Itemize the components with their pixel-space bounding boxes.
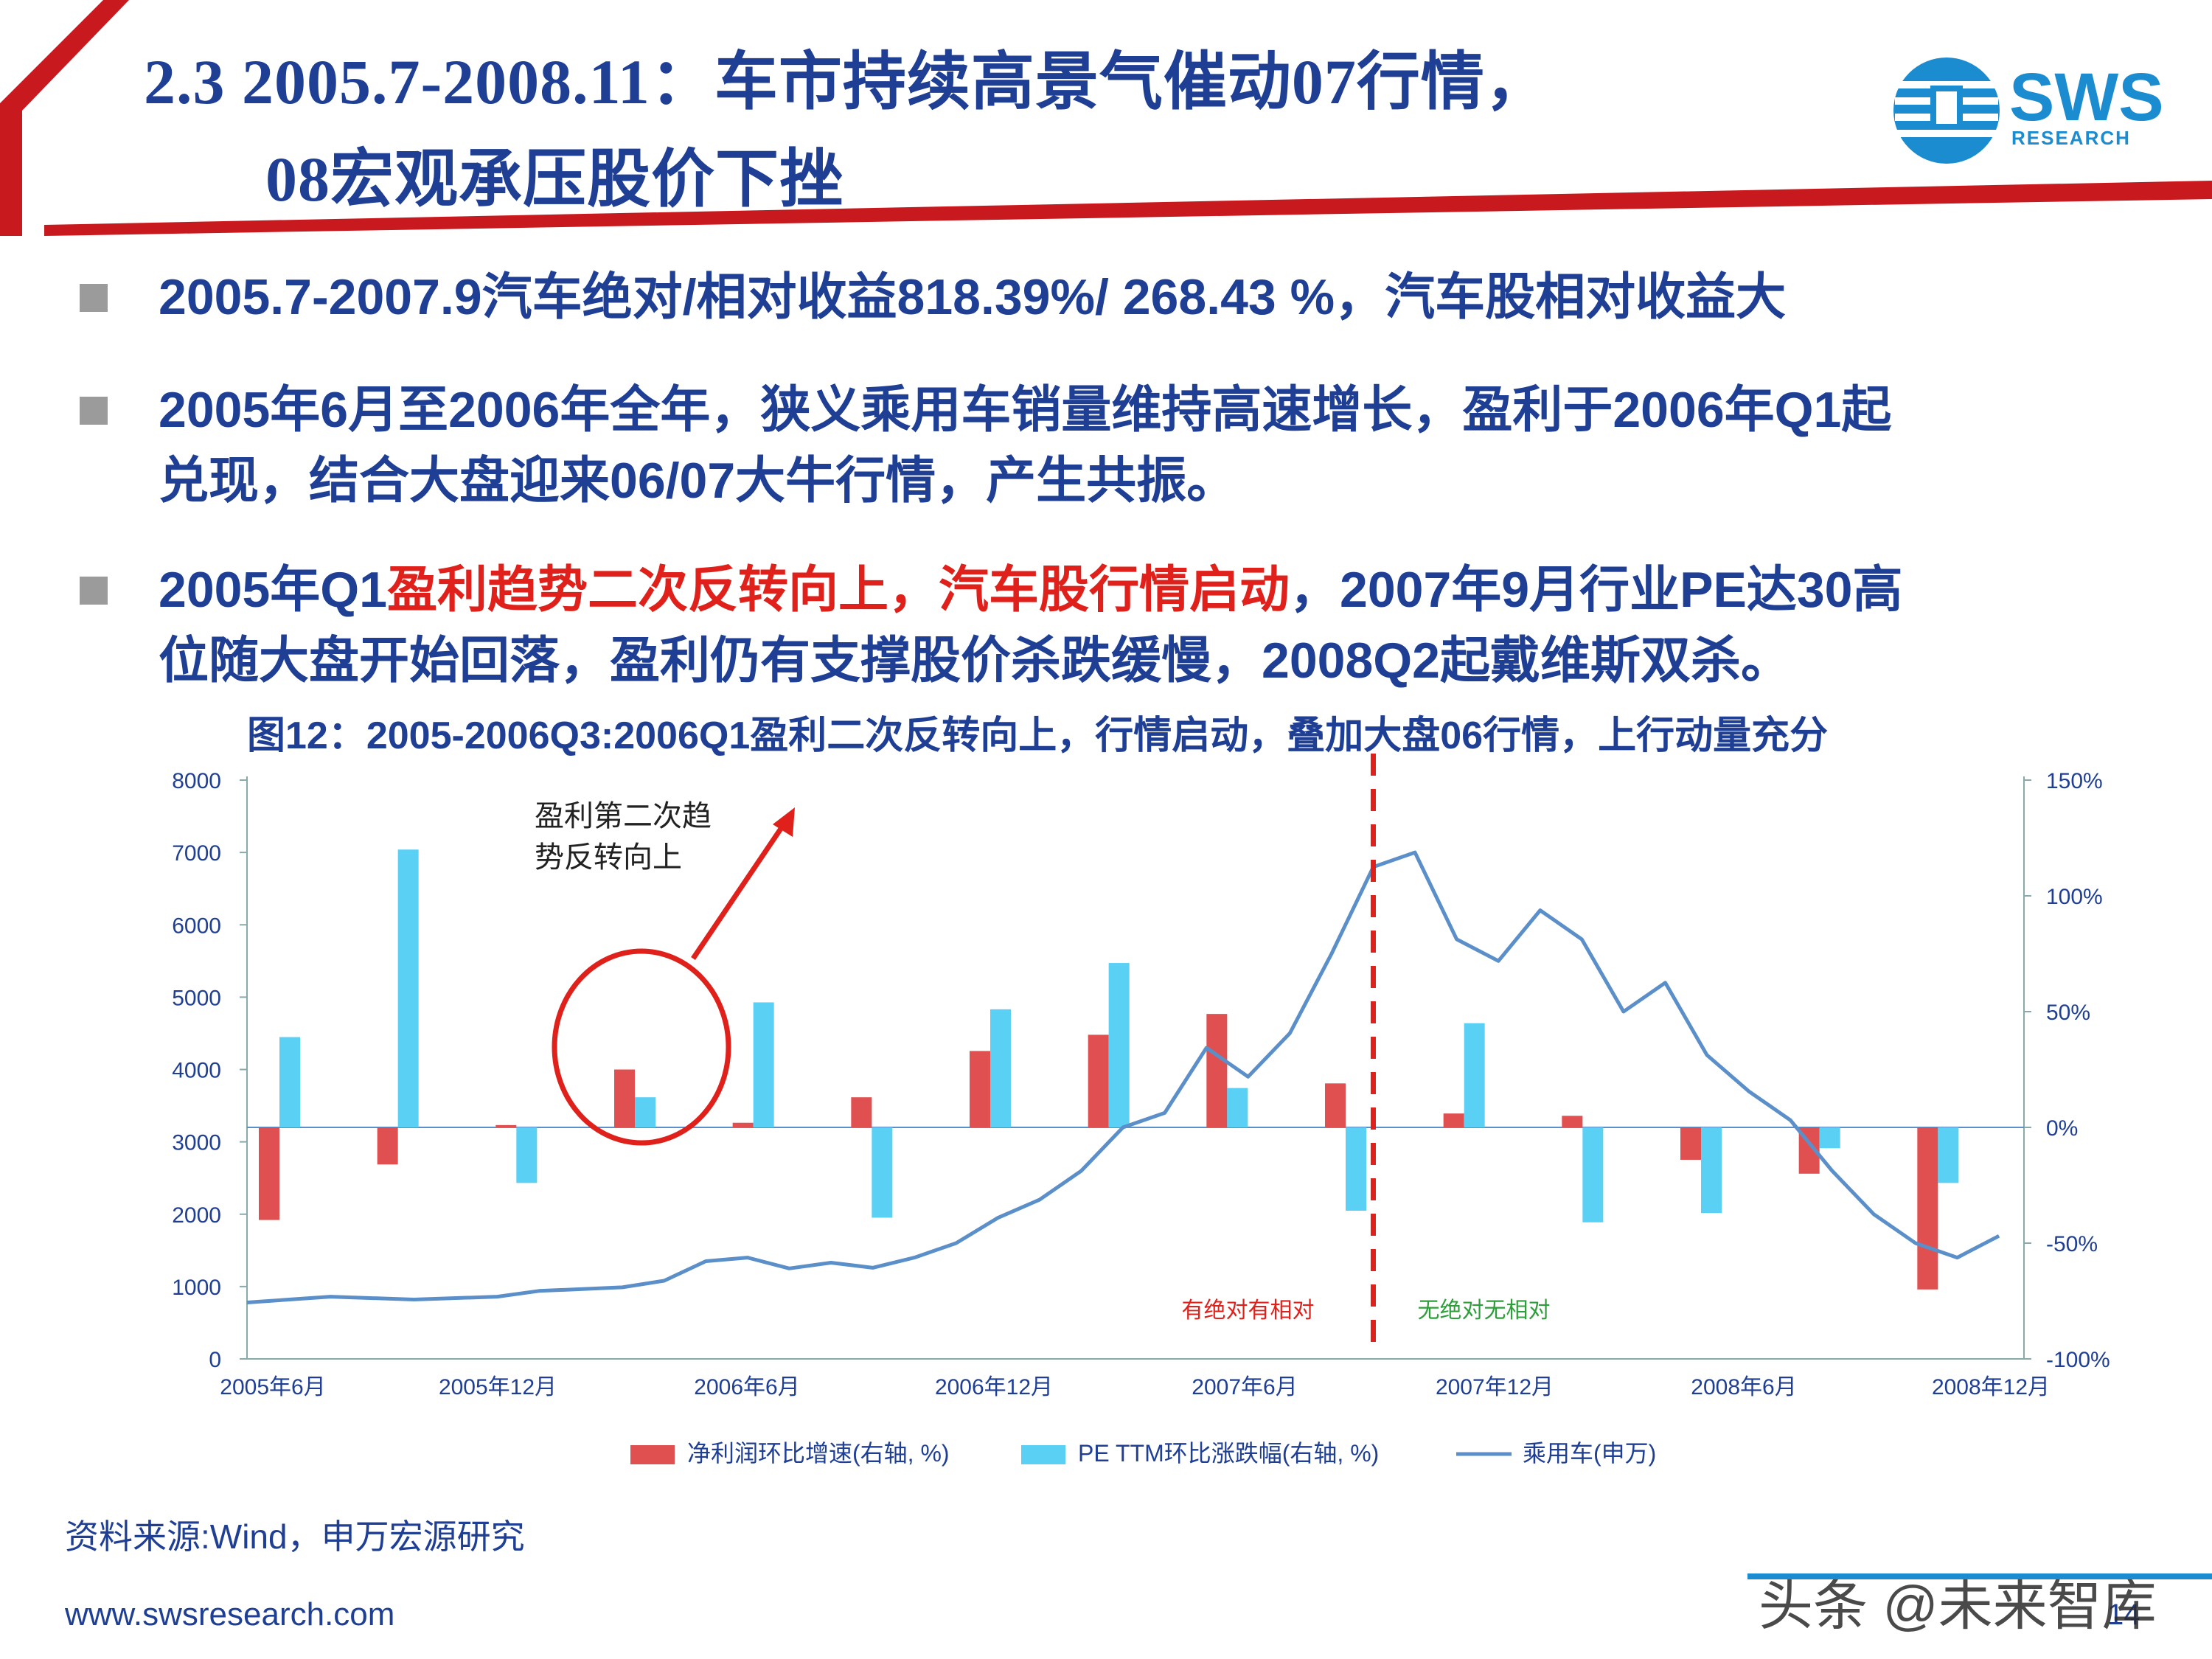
- bullet-2-line1: 2005年6月至2006年全年，狭义乘用车销量维持高速增长，盈利于2006年Q1…: [159, 382, 1892, 438]
- bar-net-profit-2007Q3: [1325, 1083, 1346, 1127]
- bullet-3-post: ，2007年9月行业PE达30高: [1290, 562, 1903, 618]
- bar-net-profit-2006Q1: [614, 1069, 635, 1127]
- bar-net-profit-2008Q1: [1562, 1116, 1583, 1127]
- bullet-2: 2005年6月至2006年全年，狭义乘用车销量维持高速增长，盈利于2006年Q1…: [159, 375, 2149, 516]
- legend-swatch-net-profit: [630, 1445, 675, 1464]
- bar-pe-ttm-2006Q2: [753, 1002, 774, 1127]
- left-tick-label: 3000: [172, 1131, 221, 1155]
- annotation-text: 势反转向上: [535, 841, 682, 874]
- bullet-3-pre: 2005年Q1: [159, 562, 387, 618]
- page-title-line1: 2.3 2005.7-2008.11：车市持续高景气催动07行情，: [144, 46, 1549, 117]
- right-tick-label: 50%: [2046, 1001, 2090, 1025]
- x-tick-label: 2007年6月: [1192, 1375, 1297, 1399]
- bar-net-profit-2008Q2: [1680, 1127, 1701, 1160]
- right-tick-label: 150%: [2046, 769, 2103, 793]
- footer-rule: [1747, 1573, 2212, 1579]
- bar-pe-ttm-2006Q3: [872, 1127, 893, 1218]
- legend-swatch-pe-ttm: [1021, 1445, 1065, 1464]
- bar-net-profit-2005Q3: [377, 1127, 398, 1165]
- figure-title: 图12：2005-2006Q3:2006Q1盈利二次反转向上，行情启动，叠加大盘…: [247, 714, 1829, 757]
- bullet-3-highlight: 盈利趋势二次反转向上，汽车股行情启动: [387, 562, 1290, 618]
- bar-net-profit-2006Q4: [970, 1051, 990, 1127]
- x-tick-label: 2006年6月: [694, 1375, 799, 1399]
- bar-net-profit-2007Q2: [1206, 1014, 1228, 1127]
- right-tick-label: -50%: [2046, 1232, 2098, 1256]
- bar-pe-ttm-2007Q2: [1227, 1088, 1248, 1127]
- left-tick-label: 5000: [172, 986, 221, 1010]
- watermark: 头条 @未来智库: [1759, 1575, 2157, 1636]
- left-tick-label: 2000: [172, 1203, 221, 1228]
- bar-net-profit-2007Q4: [1443, 1113, 1464, 1127]
- bar-pe-ttm-2005Q3: [397, 849, 419, 1127]
- left-tick-label: 6000: [172, 914, 221, 938]
- logo-subtext: RESEARCH: [2011, 127, 2131, 149]
- header-band: [0, 0, 2212, 236]
- bar-net-profit-2007Q1: [1088, 1034, 1109, 1127]
- bar-pe-ttm-2007Q4: [1464, 1023, 1485, 1127]
- annotation-arrowhead: [773, 807, 795, 837]
- bar-pe-ttm-2008Q3: [1819, 1127, 1840, 1149]
- x-tick-label: 2005年6月: [220, 1375, 325, 1399]
- sws-globe-icon: [1893, 58, 2000, 164]
- right-tick-label: 0%: [2046, 1116, 2078, 1141]
- page-number: 14: [2107, 1599, 2140, 1631]
- bar-net-profit-2005Q4: [495, 1124, 517, 1127]
- annotation-arrow: [691, 821, 787, 960]
- highlight-circle: [552, 948, 731, 1146]
- logo-text: SWS: [2009, 60, 2164, 135]
- zone-label-left: 有绝对有相对: [1181, 1298, 1314, 1324]
- bullet-2-line2: 兑现，结合大盘迎来06/07大牛行情，产生共振。: [159, 453, 1237, 509]
- x-tick-label: 2006年12月: [935, 1375, 1053, 1399]
- x-tick-label: 2008年12月: [1932, 1375, 2050, 1399]
- x-tick-label: 2008年6月: [1691, 1375, 1796, 1399]
- bar-pe-ttm-2005Q2: [279, 1037, 300, 1127]
- page-title-line2: 08宏观承压股价下挫: [265, 144, 844, 215]
- bullet-marker: [80, 284, 108, 312]
- x-tick-label: 2005年12月: [439, 1375, 557, 1399]
- header-red-underline: [44, 181, 2212, 236]
- annotation-text: 盈利第二次趋: [535, 799, 712, 833]
- right-tick-label: -100%: [2046, 1348, 2110, 1372]
- bullet-3: 2005年Q1盈利趋势二次反转向上，汽车股行情启动，2007年9月行业PE达30…: [159, 554, 2149, 696]
- legend-label-line: 乘用车(申万): [1523, 1440, 1656, 1467]
- bar-net-profit-2005Q2: [259, 1127, 279, 1220]
- bar-net-profit-2008Q4: [1917, 1127, 1938, 1290]
- zone-label-right: 无绝对无相对: [1417, 1298, 1550, 1324]
- legend-label-net-profit: 净利润环比增速(右轴, %): [687, 1440, 950, 1467]
- bar-net-profit-2006Q2: [732, 1122, 754, 1127]
- footer-url: www.swsresearch.com: [65, 1596, 395, 1632]
- left-tick-label: 7000: [172, 841, 221, 866]
- bar-net-profit-2006Q3: [851, 1097, 872, 1127]
- left-tick-label: 8000: [172, 769, 221, 793]
- legend-label-pe-ttm: PE TTM环比涨跌幅(右轴, %): [1078, 1440, 1379, 1467]
- bullet-3-line2: 位随大盘开始回落，盈利仍有支撑股价杀跌缓慢，2008Q2起戴维斯双杀。: [159, 633, 1791, 689]
- left-tick-label: 0: [209, 1348, 221, 1372]
- left-tick-label: 1000: [172, 1276, 221, 1300]
- right-tick-label: 100%: [2046, 885, 2103, 909]
- header-red-wedge: [0, 0, 129, 236]
- sws-logo: SWS RESEARCH: [1888, 52, 2168, 170]
- bullet-marker: [80, 397, 108, 425]
- bar-pe-ttm-2008Q2: [1701, 1127, 1722, 1214]
- bar-pe-ttm-2008Q4: [1938, 1127, 1959, 1183]
- x-tick-label: 2007年12月: [1436, 1375, 1554, 1399]
- bar-pe-ttm-2005Q4: [516, 1127, 538, 1183]
- source-note: 资料来源:Wind，申万宏源研究: [65, 1517, 525, 1556]
- bar-pe-ttm-2006Q4: [990, 1009, 1011, 1127]
- bullet-3-line1: 2005年Q1盈利趋势二次反转向上，汽车股行情启动，2007年9月行业PE达30…: [159, 554, 2149, 625]
- bullet-1: 2005.7-2007.9汽车绝对/相对收益818.39%/ 268.43 %，…: [159, 269, 1787, 325]
- bar-pe-ttm-2006Q1: [635, 1097, 655, 1127]
- bar-pe-ttm-2007Q3: [1346, 1127, 1366, 1211]
- line-passenger-car: [246, 850, 2000, 1304]
- left-tick-label: 4000: [172, 1059, 221, 1083]
- bullet-marker: [80, 577, 108, 605]
- combo-chart: 0 1000 2000 3000 4000 5000 6000 7000 8000 -100% -5…: [172, 754, 2110, 1467]
- bar-pe-ttm-2007Q1: [1108, 963, 1130, 1127]
- bar-pe-ttm-2008Q1: [1582, 1127, 1604, 1222]
